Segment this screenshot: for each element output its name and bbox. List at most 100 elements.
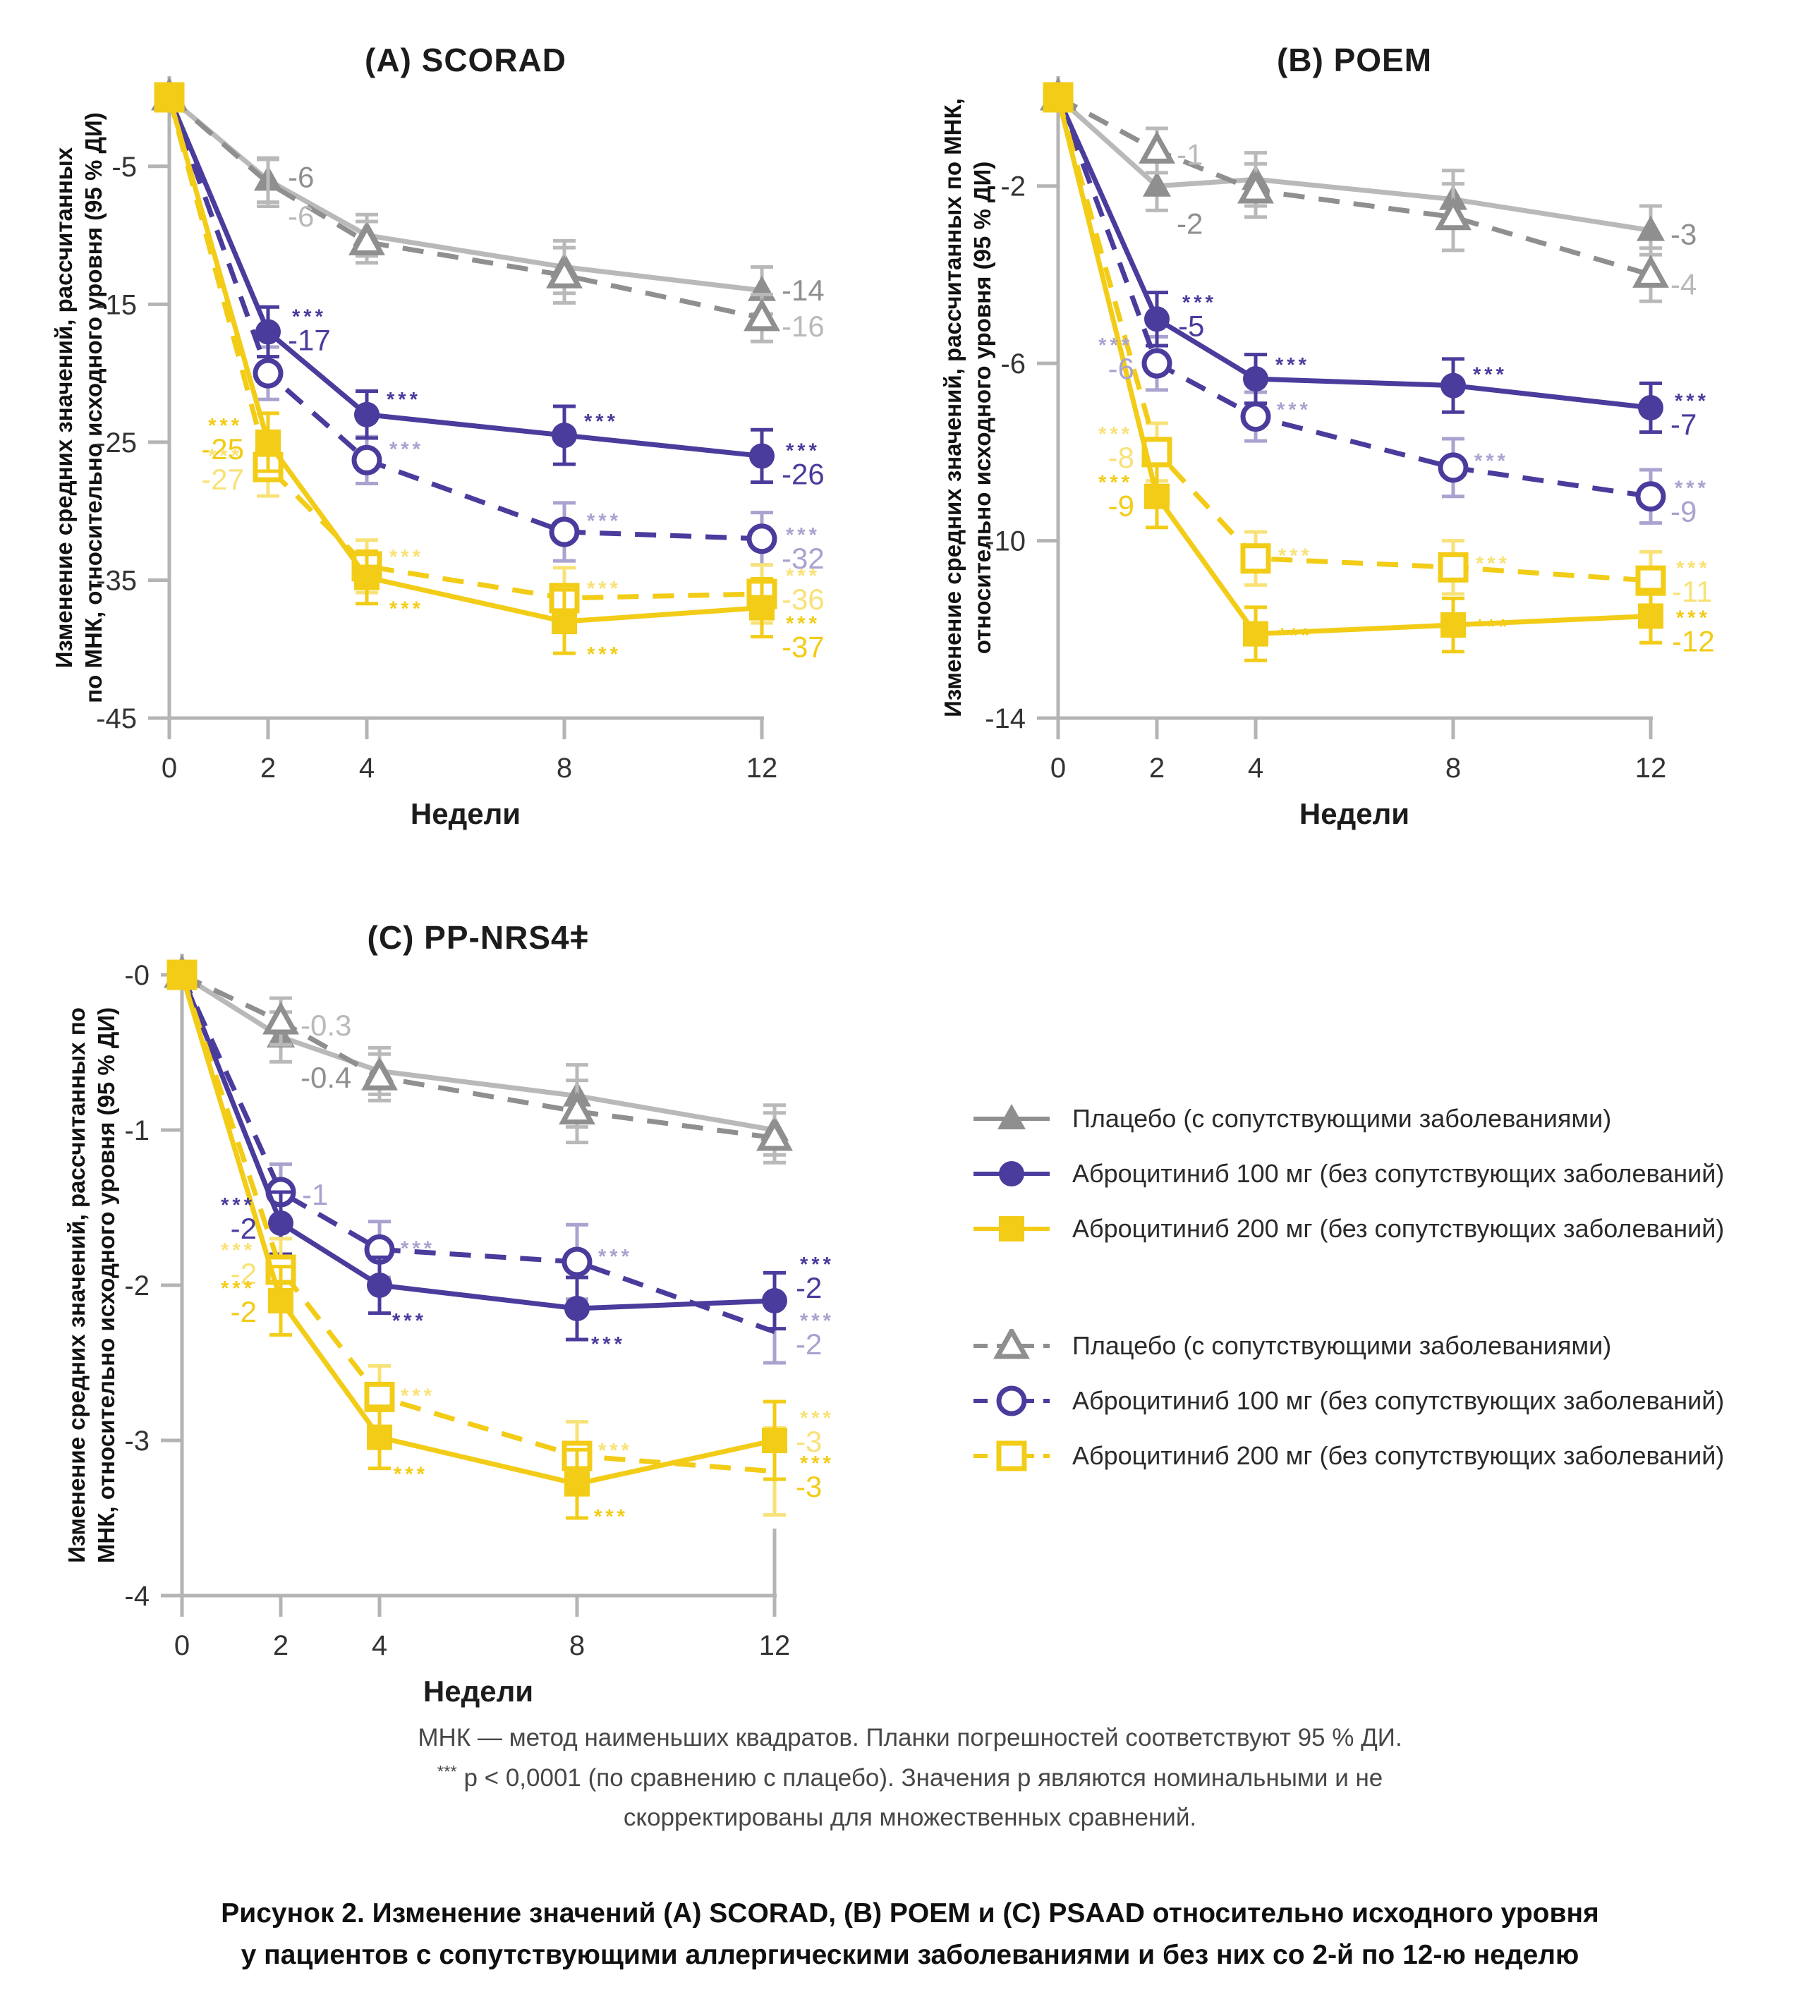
x-tick-label: 2 xyxy=(260,753,276,784)
significance-stars: *** xyxy=(1275,354,1310,377)
significance-stars: *** xyxy=(221,1239,255,1262)
legend-item: Плацебо (с сопутствующими заболеваниями) xyxy=(972,1102,1724,1136)
placebo-dashed-marker xyxy=(1435,197,1472,231)
chart-scorad-canvas: -5-15-25-35-450 2 4 8 12-6-6-17***-25***-27*… xyxy=(96,76,825,784)
significance-stars: *** xyxy=(1098,334,1133,357)
x-tick-label: 12 xyxy=(1635,753,1667,784)
significance-stars: *** xyxy=(221,1277,255,1300)
legend-marker xyxy=(999,1161,1024,1186)
abro200-solid-marker xyxy=(354,564,380,590)
legend-item-label: Плацебо (с сопутствующими заболеваниями) xyxy=(1072,1331,1612,1360)
x-tick-label: 0 xyxy=(174,1630,190,1661)
abro100-solid-marker xyxy=(552,423,577,449)
y-tick-label: -14 xyxy=(985,703,1026,734)
point-label: -6 xyxy=(1108,352,1134,385)
x-tick-label: 8 xyxy=(1445,753,1461,784)
y-tick-label: -5 xyxy=(111,152,137,183)
legend-group-filled: Плацебо (с сопутствующими заболеваниями)… xyxy=(972,1102,1724,1246)
chart-poem-title: (B) POEM xyxy=(1276,42,1433,78)
significance-stars: *** xyxy=(587,510,621,533)
significance-stars: *** xyxy=(591,1333,626,1356)
chart-ppnrs4: Изменение средних значений, рассчитанных… xyxy=(62,897,937,1737)
abro100-dashed-marker xyxy=(549,516,580,547)
x-tick-label: 4 xyxy=(359,753,375,784)
y-tick-label: -45 xyxy=(96,703,137,734)
point-label: -4 xyxy=(1670,267,1697,300)
significance-stars: *** xyxy=(587,643,621,666)
significance-stars: *** xyxy=(221,1194,255,1217)
abro100-dashed-marker xyxy=(351,444,382,475)
point-label: -3 xyxy=(796,1470,822,1503)
y-tick-label: -15 xyxy=(96,289,137,320)
chart-scorad-title: (A) SCORAD xyxy=(365,42,566,78)
significance-stars: *** xyxy=(208,445,243,468)
significance-stars: *** xyxy=(392,1310,427,1332)
placebo-solid-marker xyxy=(1637,215,1665,241)
legend-item: Аброцитиниб 200 мг (без сопутствующих за… xyxy=(972,1212,1724,1246)
point-label: -12 xyxy=(1672,624,1715,657)
placebo-open-triangle-icon xyxy=(972,1325,1051,1363)
placebo-dashed-line xyxy=(167,95,763,321)
x-tick-label: 0 xyxy=(1050,753,1066,784)
significance-stars: *** xyxy=(584,411,619,433)
abro100-dashed-marker xyxy=(1438,452,1469,483)
legend-marker xyxy=(996,1385,1027,1416)
point-label: -17 xyxy=(288,323,331,356)
y-tick-label: -2 xyxy=(1000,171,1026,202)
legend-item-label: Аброцитиниб 100 мг (без сопутствующих за… xyxy=(1072,1386,1725,1415)
point-label: -7 xyxy=(1670,408,1697,441)
x-tick-label: 12 xyxy=(746,753,778,784)
legend-marker xyxy=(999,1216,1024,1241)
significance-stars: *** xyxy=(1474,450,1509,473)
y-tick-label: -35 xyxy=(96,565,137,596)
point-label: -8 xyxy=(1108,441,1134,474)
significance-stars: *** xyxy=(1676,557,1711,580)
abro100-solid-marker xyxy=(1440,372,1466,399)
legend-marker xyxy=(997,1104,1026,1129)
significance-stars: *** xyxy=(389,438,424,461)
footnote-line-3: скорректированы для множественных сравне… xyxy=(623,1804,1197,1832)
significance-stars: *** xyxy=(389,546,424,569)
significance-stars: *** xyxy=(800,1253,835,1276)
legend-item-label: Плацебо (с сопутствующими заболеваниями) xyxy=(1072,1104,1612,1133)
significance-stars: *** xyxy=(1098,423,1133,446)
significance-stars: *** xyxy=(598,1246,633,1268)
point-label: -6 xyxy=(288,200,314,233)
significance-stars: *** xyxy=(594,1506,629,1529)
abro100-dashed-marker xyxy=(1635,481,1666,512)
chart-ppnrs4-canvas: -0-1-2-3-40 2 4 8 12-0.3-0.4-1-2***-2***-2**… xyxy=(124,954,835,1661)
significance-stars: *** xyxy=(389,598,424,621)
abro200-solid-marker xyxy=(1144,483,1170,509)
abro100-solid-marker xyxy=(564,1296,590,1321)
abro100-solid-marker xyxy=(1144,306,1170,332)
legend-item: Аброцитиниб 100 мг (без сопутствующих за… xyxy=(972,1157,1724,1191)
significance-stars: *** xyxy=(786,439,820,462)
abro100-solid-marker xyxy=(255,319,281,345)
abro200-solid-marker xyxy=(169,962,195,988)
legend-item: Плацебо (с сопутствующими заболеваниями) xyxy=(972,1325,1724,1363)
chart-scorad: Изменение средних значений, рассчитанных… xyxy=(49,20,924,859)
legend-item: Аброцитиниб 200 мг (без сопутствующих за… xyxy=(972,1439,1724,1473)
y-tick-label: -4 xyxy=(124,1581,150,1612)
chart-ppnrs4-x-axis-label: Недели xyxy=(423,1675,534,1708)
legend-item-label: Аброцитиниб 200 мг (без сопутствующих за… xyxy=(1072,1214,1725,1243)
significance-stars: *** xyxy=(1278,625,1313,648)
abro100-dashed-marker xyxy=(1141,348,1172,379)
significance-stars: *** xyxy=(394,1464,428,1486)
significance-stars: *** xyxy=(786,613,820,636)
significance-stars: *** xyxy=(401,1385,435,1407)
abro100-solid-marker xyxy=(354,401,380,427)
abro200-solid-marker xyxy=(157,85,182,110)
x-tick-label: 4 xyxy=(1248,753,1263,784)
point-label: -1 xyxy=(302,1178,328,1211)
x-tick-label: 12 xyxy=(759,1630,791,1661)
point-label: -3 xyxy=(796,1425,822,1458)
chart-poem-canvas: -2-6-10-140 2 4 8 12-1-2-5***-6***-8***-9***… xyxy=(985,76,1715,784)
abro100-solid-marker xyxy=(1243,366,1268,392)
point-label: -1 xyxy=(1177,138,1203,171)
chart-poem: Изменение средних значений, рассчитанных… xyxy=(938,20,1813,859)
caption-line-2: у пациентов с сопутствующими аллергическ… xyxy=(241,1939,1579,1970)
significance-stars: *** xyxy=(1473,364,1507,387)
point-label: -3 xyxy=(1670,218,1697,251)
placebo-dashed-marker xyxy=(756,1117,793,1151)
